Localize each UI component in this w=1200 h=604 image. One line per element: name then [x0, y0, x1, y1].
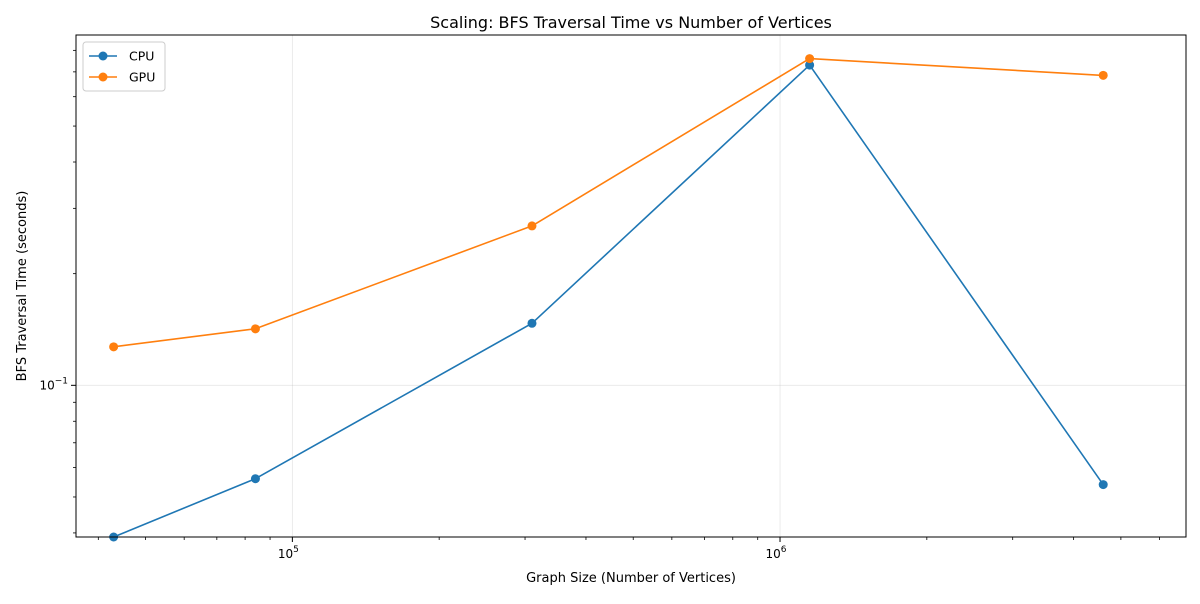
- data-point-cpu: [805, 60, 815, 70]
- series-layer: [109, 54, 1108, 542]
- series-line-gpu: [113, 57, 1104, 348]
- legend: CPU GPU: [82, 41, 166, 92]
- data-point-gpu: [527, 221, 537, 231]
- chart-title: Scaling: BFS Traversal Time vs Number of…: [430, 13, 832, 32]
- x-tick-label: 105: [278, 545, 299, 561]
- series-gpu: [109, 54, 1108, 352]
- y-tick-exponent: −1: [55, 376, 68, 386]
- x-axis-label: Graph Size (Number of Vertices): [526, 571, 736, 586]
- x-tick-base: 10: [766, 547, 781, 561]
- x-tick-label: 106: [766, 545, 787, 561]
- data-point-gpu: [805, 54, 815, 64]
- legend-label-gpu: GPU: [129, 70, 155, 85]
- grid-layer: [76, 35, 1186, 537]
- data-point-cpu: [527, 318, 537, 328]
- y-tick-label: 10−1: [39, 376, 68, 392]
- x-tick-base: 10: [278, 547, 293, 561]
- y-axis-label: BFS Traversal Time (seconds): [15, 191, 30, 382]
- legend-marker-gpu: [98, 72, 108, 82]
- data-point-gpu: [1098, 70, 1108, 80]
- x-tick-exponent: 5: [293, 545, 299, 555]
- series-cpu: [109, 60, 1108, 542]
- series-line-cpu: [113, 64, 1104, 538]
- data-point-gpu: [109, 342, 119, 352]
- legend-marker-cpu: [98, 51, 108, 61]
- data-point-cpu: [1098, 480, 1108, 490]
- data-point-cpu: [250, 474, 260, 484]
- plot-frame: [75, 34, 1187, 538]
- legend-label-cpu: CPU: [129, 49, 154, 64]
- data-point-gpu: [250, 324, 260, 334]
- x-tick-exponent: 6: [781, 545, 787, 555]
- y-tick-base: 10: [39, 378, 54, 392]
